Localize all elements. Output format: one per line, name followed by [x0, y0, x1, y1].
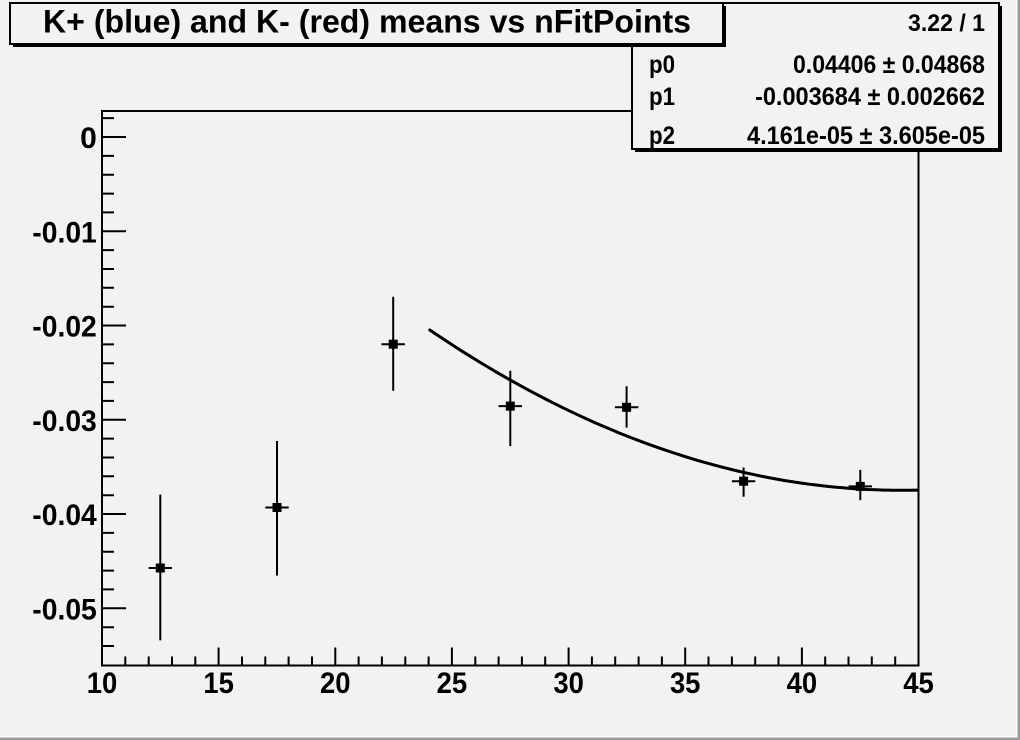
svg-text:K+ (blue) and K- (red) means v: K+ (blue) and K- (red) means vs nFitPoin… [43, 4, 691, 40]
svg-text:-0.02: -0.02 [32, 311, 97, 344]
svg-text:15: 15 [203, 667, 234, 700]
svg-text:3.22 / 1: 3.22 / 1 [908, 10, 985, 37]
svg-text:-0.05: -0.05 [32, 593, 97, 626]
svg-text:40: 40 [787, 667, 818, 700]
svg-text:p2: p2 [649, 122, 675, 150]
svg-text:20: 20 [320, 667, 351, 700]
svg-text:-0.03: -0.03 [32, 405, 97, 438]
svg-text:10: 10 [87, 667, 118, 700]
svg-text:4.161e-05 ± 3.605e-05: 4.161e-05 ± 3.605e-05 [747, 122, 985, 150]
svg-text:p1: p1 [649, 83, 675, 111]
svg-text:35: 35 [670, 667, 701, 700]
svg-text:0.04406 ± 0.04868: 0.04406 ± 0.04868 [793, 51, 985, 79]
svg-text:-0.003684 ± 0.002662: -0.003684 ± 0.002662 [755, 83, 985, 111]
svg-text:0: 0 [80, 122, 97, 155]
svg-text:-0.01: -0.01 [32, 216, 97, 249]
svg-text:p0: p0 [649, 51, 675, 79]
svg-text:25: 25 [437, 667, 468, 700]
svg-text:-0.04: -0.04 [32, 499, 97, 532]
svg-text:30: 30 [553, 667, 584, 700]
svg-text:45: 45 [903, 667, 934, 700]
